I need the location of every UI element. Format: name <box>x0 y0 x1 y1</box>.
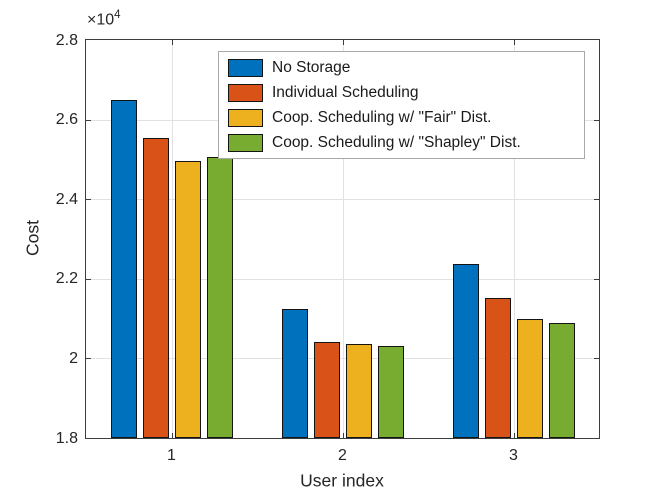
bar-coop-scheduling-w-fair-dist-group-2 <box>345 344 372 438</box>
x-axis-label: User index <box>300 470 384 491</box>
legend-item: Coop. Scheduling w/ "Shapley" Dist. <box>228 130 584 155</box>
x-tick-top <box>513 40 515 45</box>
legend-label: Coop. Scheduling w/ "Fair" Dist. <box>272 108 492 126</box>
y-tick-right <box>594 119 599 121</box>
y-tick-left <box>86 119 91 121</box>
bar-no-storage-group-1 <box>110 99 137 438</box>
y-axis-exponent: ×104 <box>87 9 121 29</box>
y-exponent-power: 4 <box>114 9 121 21</box>
x-tick-top <box>171 40 173 45</box>
y-tick-right <box>594 358 599 360</box>
y-tick-label: 2.6 <box>55 111 78 129</box>
x-tick-bottom <box>342 433 344 438</box>
y-tick-label: 1.8 <box>55 429 78 447</box>
x-tick-top <box>342 40 344 45</box>
bar-coop-scheduling-w-fair-dist-group-1 <box>174 161 201 438</box>
y-tick-left <box>86 278 91 280</box>
legend-swatch <box>228 83 263 102</box>
legend-swatch <box>228 108 263 127</box>
legend-item: No Storage <box>228 55 584 80</box>
x-tick-label: 3 <box>509 447 518 464</box>
legend-swatch <box>228 133 263 152</box>
y-tick-right <box>594 199 599 201</box>
legend-item: Coop. Scheduling w/ "Fair" Dist. <box>228 105 584 130</box>
bar-coop-scheduling-w-shapley-dist-group-1 <box>206 157 233 438</box>
y-tick-left <box>86 199 91 201</box>
y-tick-label: 2.2 <box>55 270 78 288</box>
y-tick-label: 2.4 <box>55 190 78 208</box>
x-tick-bottom <box>171 433 173 438</box>
y-axis-label: Cost <box>22 220 43 256</box>
bar-no-storage-group-2 <box>281 308 308 438</box>
y-exponent-base: ×10 <box>87 11 115 29</box>
v-gridline <box>171 40 173 438</box>
bar-coop-scheduling-w-shapley-dist-group-2 <box>377 346 404 438</box>
v-gridline <box>513 40 515 438</box>
y-tick-label: 2.8 <box>55 31 78 49</box>
bar-individual-scheduling-group-1 <box>142 137 169 438</box>
x-tick-label: 1 <box>167 447 176 464</box>
x-tick-label: 2 <box>338 447 347 464</box>
bar-coop-scheduling-w-fair-dist-group-3 <box>516 318 543 438</box>
bar-individual-scheduling-group-3 <box>484 297 511 438</box>
bar-individual-scheduling-group-2 <box>313 342 340 438</box>
legend-item: Individual Scheduling <box>228 80 584 105</box>
legend-label: Coop. Scheduling w/ "Shapley" Dist. <box>272 133 521 151</box>
y-tick-right <box>594 278 599 280</box>
bar-no-storage-group-3 <box>452 264 479 438</box>
x-tick-bottom <box>513 433 515 438</box>
y-tick-left <box>86 358 91 360</box>
v-gridline <box>342 40 344 438</box>
legend-label: No Storage <box>272 58 351 76</box>
legend-swatch <box>228 58 263 77</box>
bar-coop-scheduling-w-shapley-dist-group-3 <box>548 322 575 438</box>
y-tick-label: 2 <box>69 349 78 367</box>
legend-label: Individual Scheduling <box>272 83 419 101</box>
legend: No Storage Individual Scheduling Coop. Sch… <box>218 51 585 159</box>
